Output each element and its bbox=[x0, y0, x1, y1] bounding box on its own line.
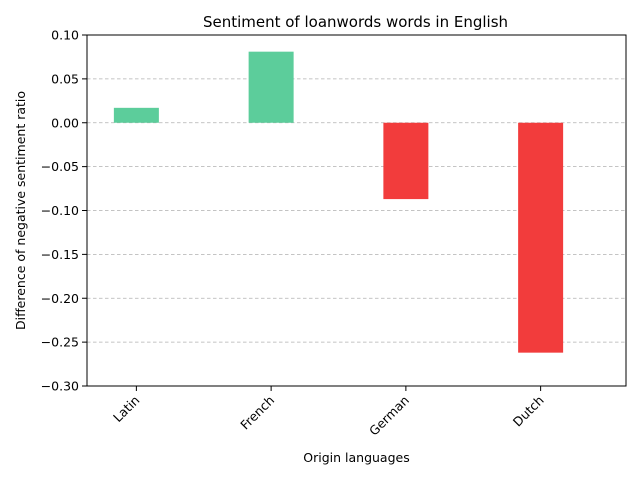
x-tick-label: Latin bbox=[110, 393, 142, 425]
x-tick-label: German bbox=[366, 393, 412, 439]
y-axis: 0.10 0.05 0.00 −0.05 −0.10 −0.15 −0.20 −0.25 −0.… bbox=[41, 28, 87, 394]
y-tick-label: −0.20 bbox=[41, 291, 79, 306]
y-tick-label: −0.15 bbox=[41, 247, 79, 262]
y-tick-label: 0.05 bbox=[51, 71, 79, 86]
x-tick-label: Dutch bbox=[510, 393, 547, 430]
y-tick-label: −0.30 bbox=[41, 379, 79, 394]
y-tick-label: 0.10 bbox=[51, 28, 79, 43]
y-tick-label: −0.05 bbox=[41, 159, 79, 174]
chart-title: Sentiment of loanwords words in English bbox=[203, 13, 508, 31]
y-tick-label: −0.25 bbox=[41, 335, 79, 350]
x-axis: Latin French German Dutch bbox=[110, 386, 547, 439]
x-axis-label: Origin languages bbox=[303, 450, 409, 465]
bar-dutch bbox=[518, 122, 564, 353]
x-tick-label: French bbox=[237, 393, 277, 433]
bar-german bbox=[383, 122, 429, 200]
y-axis-label: Difference of negative sentiment ratio bbox=[13, 91, 28, 330]
bars bbox=[113, 51, 564, 353]
bar-french bbox=[248, 51, 294, 123]
y-tick-label: −0.10 bbox=[41, 203, 79, 218]
bar-latin bbox=[113, 107, 159, 123]
y-tick-label: 0.00 bbox=[51, 115, 79, 130]
